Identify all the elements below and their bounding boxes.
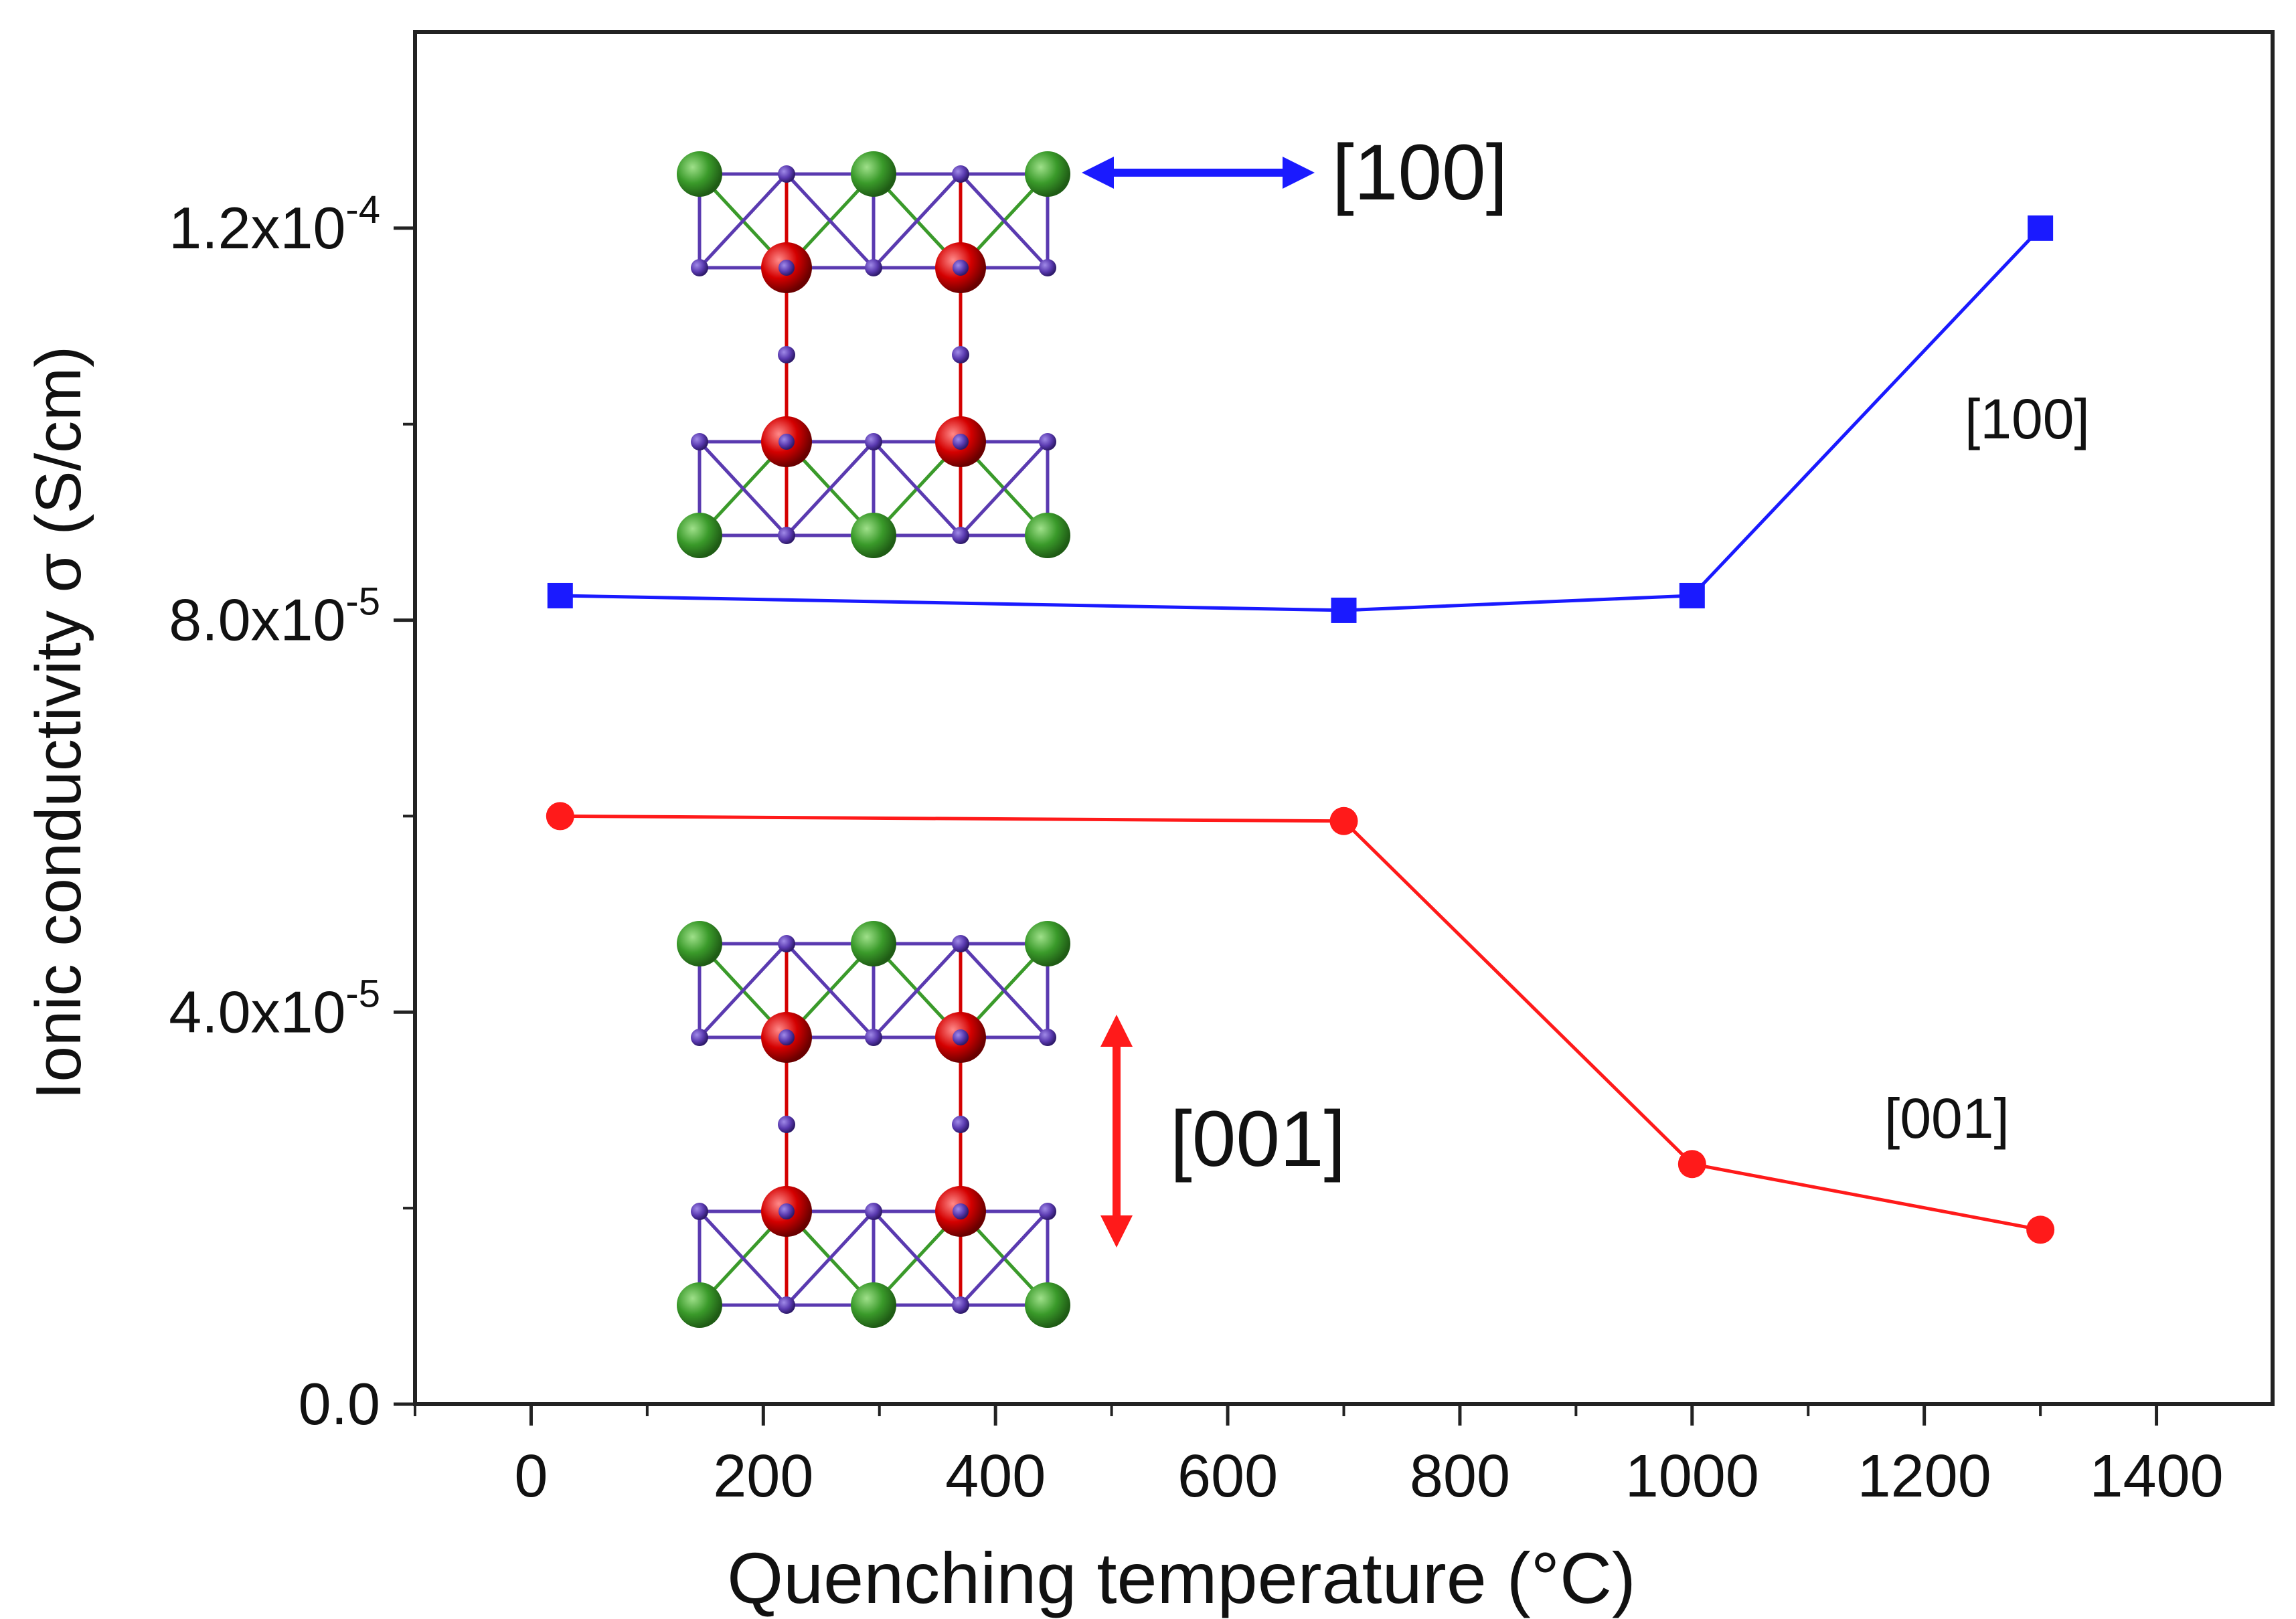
- crystal-atom-small: [865, 433, 882, 450]
- crystal-atom-small: [691, 433, 708, 450]
- arrow-100-label: [100]: [1332, 129, 1507, 217]
- crystal-atom-small: [865, 259, 882, 276]
- crystal-atom-small: [1039, 1203, 1056, 1220]
- plot-frame: [413, 30, 2275, 1406]
- series-label-001: [001]: [1884, 1087, 2010, 1150]
- crystal-atom-small: [778, 260, 795, 276]
- data-point-001: [1677, 1150, 1706, 1179]
- data-point-100: [547, 582, 573, 608]
- y-tick-label: 1.2x10-4: [169, 188, 380, 261]
- x-tick-label: 600: [1177, 1443, 1278, 1510]
- crystal-atom-small: [1039, 433, 1056, 450]
- crystal-atom-small: [778, 527, 795, 544]
- crystal-atom-green: [851, 513, 896, 558]
- crystal-atom-green: [851, 921, 896, 966]
- crystal-structure-100-inset: [677, 151, 1070, 558]
- crystal-atom-small: [778, 165, 795, 183]
- crystal-bond: [698, 942, 788, 1039]
- x-tick-label: 1200: [1858, 1443, 1991, 1510]
- crystal-atom-small: [1039, 259, 1056, 276]
- series-line-001: [560, 814, 2041, 1231]
- x-tick-label: 200: [713, 1443, 813, 1510]
- data-point-100: [2028, 215, 2054, 241]
- crystal-atom-small: [691, 259, 708, 276]
- crystal-bond: [698, 1210, 788, 1306]
- crystal-bond: [872, 942, 962, 1039]
- crystal-atom-small: [691, 1203, 708, 1220]
- crystal-atom-green: [677, 151, 722, 197]
- crystal-atom-small: [778, 1116, 795, 1133]
- crystal-atom-small: [953, 1203, 969, 1219]
- x-tick-label: 800: [1410, 1443, 1510, 1510]
- x-tick-label: 400: [945, 1443, 1046, 1510]
- crystal-atom-small: [952, 346, 969, 363]
- y-tick-label: 0.0: [299, 1371, 380, 1437]
- crystal-bond: [872, 1210, 962, 1306]
- series-label-100: [100]: [1965, 388, 2090, 450]
- crystal-atom-green: [1025, 151, 1070, 197]
- data-point-001: [1329, 806, 1358, 835]
- crystal-atom-green: [851, 1282, 896, 1328]
- crystal-atom-small: [953, 260, 969, 276]
- y-axis-ticks: 0.0 4.0x10-5 8.0x10-5 1.2x10-4: [169, 188, 415, 1437]
- data-point-001: [2026, 1215, 2055, 1244]
- crystal-atom-small: [778, 1203, 795, 1219]
- crystal-atom-green: [677, 513, 722, 558]
- crystal-bond: [785, 440, 875, 537]
- crystal-atom-small: [778, 935, 795, 952]
- crystal-bond: [959, 173, 1049, 269]
- y-tick-label: 8.0x10-5: [169, 580, 380, 653]
- crystal-structure-001-inset: [677, 921, 1070, 1328]
- series-line-100: [560, 227, 2042, 612]
- crystal-bond: [785, 1210, 875, 1306]
- data-point-100: [1679, 582, 1705, 608]
- crystal-bond: [959, 1210, 1049, 1306]
- crystal-bond: [872, 173, 962, 269]
- x-axis-ticks: 0 200 400 600 800 1000 1200 1400: [414, 1404, 2224, 1510]
- crystal-bond: [959, 440, 1049, 537]
- crystal-atom-small: [952, 165, 969, 183]
- crystal-bond: [698, 440, 788, 537]
- crystal-atom-small: [952, 935, 969, 952]
- crystal-atom-small: [691, 1029, 708, 1046]
- crystal-bond: [872, 440, 962, 537]
- crystal-atom-small: [952, 527, 969, 544]
- crystal-atom-small: [778, 434, 795, 450]
- crystal-bond: [698, 173, 788, 269]
- crystal-atom-green: [1025, 921, 1070, 966]
- crystal-bond: [785, 942, 875, 1039]
- crystal-atom-small: [953, 434, 969, 450]
- crystal-atom-green: [1025, 1282, 1070, 1328]
- crystal-atom-small: [1039, 1029, 1056, 1046]
- series-layer: [546, 215, 2055, 1244]
- crystal-atom-green: [1025, 513, 1070, 558]
- crystal-atom-green: [677, 1282, 722, 1328]
- crystal-atom-small: [778, 1029, 795, 1045]
- data-point-001: [546, 802, 574, 831]
- x-axis-label: Quenching temperature (°C): [727, 1537, 1636, 1618]
- crystal-atom-green: [677, 921, 722, 966]
- crystal-atom-small: [953, 1029, 969, 1045]
- crystal-atom-small: [778, 346, 795, 363]
- crystal-bond: [785, 173, 875, 269]
- y-tick-label: 4.0x10-5: [169, 972, 380, 1045]
- crystal-atom-small: [778, 1296, 795, 1314]
- crystal-atom-green: [851, 151, 896, 197]
- data-point-100: [1331, 597, 1357, 623]
- y-axis-label: Ionic conductivity σ (S/cm): [23, 346, 94, 1100]
- arrow-001-label: [001]: [1170, 1095, 1345, 1183]
- crystal-atom-small: [952, 1116, 969, 1133]
- crystal-atom-small: [952, 1296, 969, 1314]
- x-tick-label: 1000: [1625, 1443, 1759, 1510]
- x-tick-label: 1400: [2089, 1443, 2223, 1510]
- crystal-atom-small: [865, 1029, 882, 1046]
- crystal-atom-small: [865, 1203, 882, 1220]
- x-tick-label: 0: [514, 1443, 548, 1510]
- crystal-bond: [959, 942, 1049, 1039]
